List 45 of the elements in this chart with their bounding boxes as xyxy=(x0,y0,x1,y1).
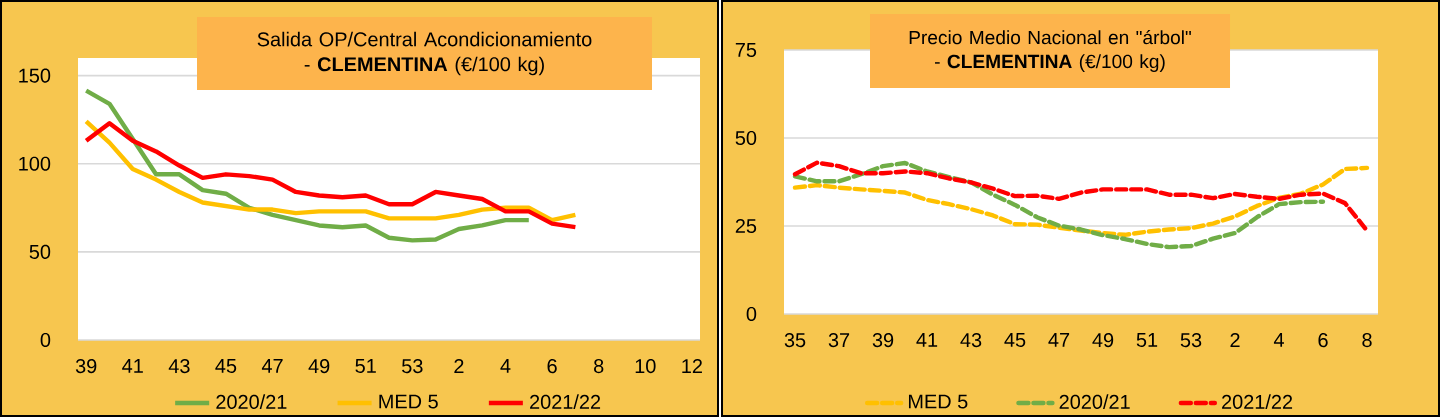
x-tick-label: 8 xyxy=(594,359,604,374)
chart-title: Salida OP/Central Acondicionamiento - CLEMENTINA (€/100 kg) xyxy=(257,31,592,76)
x-tick-label: 41 xyxy=(122,359,143,373)
x-tick-label: 49 xyxy=(308,359,330,374)
x-tick-label: 49 xyxy=(1092,333,1114,348)
x-tick-label: 41 xyxy=(916,333,938,347)
x-tick-label: 47 xyxy=(1048,333,1070,347)
x-tick-label: 53 xyxy=(402,359,423,374)
x-tick-label: 47 xyxy=(261,359,283,373)
y-tick-label: 150 xyxy=(19,68,51,83)
legend-label: 2020/21 xyxy=(216,394,287,409)
legend-label: 2021/22 xyxy=(530,394,601,409)
y-tick-label: 0 xyxy=(40,332,51,348)
x-tick-label: 37 xyxy=(828,333,850,348)
y-tick-label: 25 xyxy=(735,218,757,234)
x-tick-label: 12 xyxy=(682,359,702,373)
legend-label: MED 5 xyxy=(908,394,968,409)
x-tick-label: 2 xyxy=(454,359,464,373)
x-tick-label: 51 xyxy=(1136,333,1158,347)
legend-label: 2020/21 xyxy=(1059,394,1130,409)
x-tick-label: 51 xyxy=(355,359,376,373)
chart-title: Precio Medio Nacional en "árbol" - CLEMENTINA (€/100 kg) xyxy=(909,30,1191,72)
x-tick-label: 35 xyxy=(784,333,806,348)
x-tick-label: 4 xyxy=(500,359,511,373)
legend-label: MED 5 xyxy=(379,394,438,409)
x-tick-label: 2 xyxy=(1230,333,1240,347)
x-tick-label: 43 xyxy=(960,333,982,348)
x-tick-label: 39 xyxy=(872,333,894,348)
x-tick-label: 6 xyxy=(547,359,557,374)
x-tick-label: 45 xyxy=(215,359,237,373)
x-tick-label: 39 xyxy=(75,359,97,374)
y-tick-label: 50 xyxy=(735,130,757,146)
x-tick-label: 10 xyxy=(635,359,656,374)
y-tick-label: 50 xyxy=(29,244,51,259)
x-tick-label: 4 xyxy=(1273,333,1284,347)
x-tick-label: 6 xyxy=(1318,333,1328,348)
legend-label: 2021/22 xyxy=(1222,394,1293,409)
y-tick-label: 0 xyxy=(746,306,757,322)
y-tick-label: 75 xyxy=(735,43,757,57)
y-tick-label: 100 xyxy=(19,156,51,171)
x-tick-label: 53 xyxy=(1180,333,1202,348)
x-tick-label: 45 xyxy=(1004,333,1026,347)
x-tick-label: 8 xyxy=(1362,333,1372,348)
x-tick-label: 43 xyxy=(168,359,190,374)
line-series xyxy=(792,160,1326,250)
